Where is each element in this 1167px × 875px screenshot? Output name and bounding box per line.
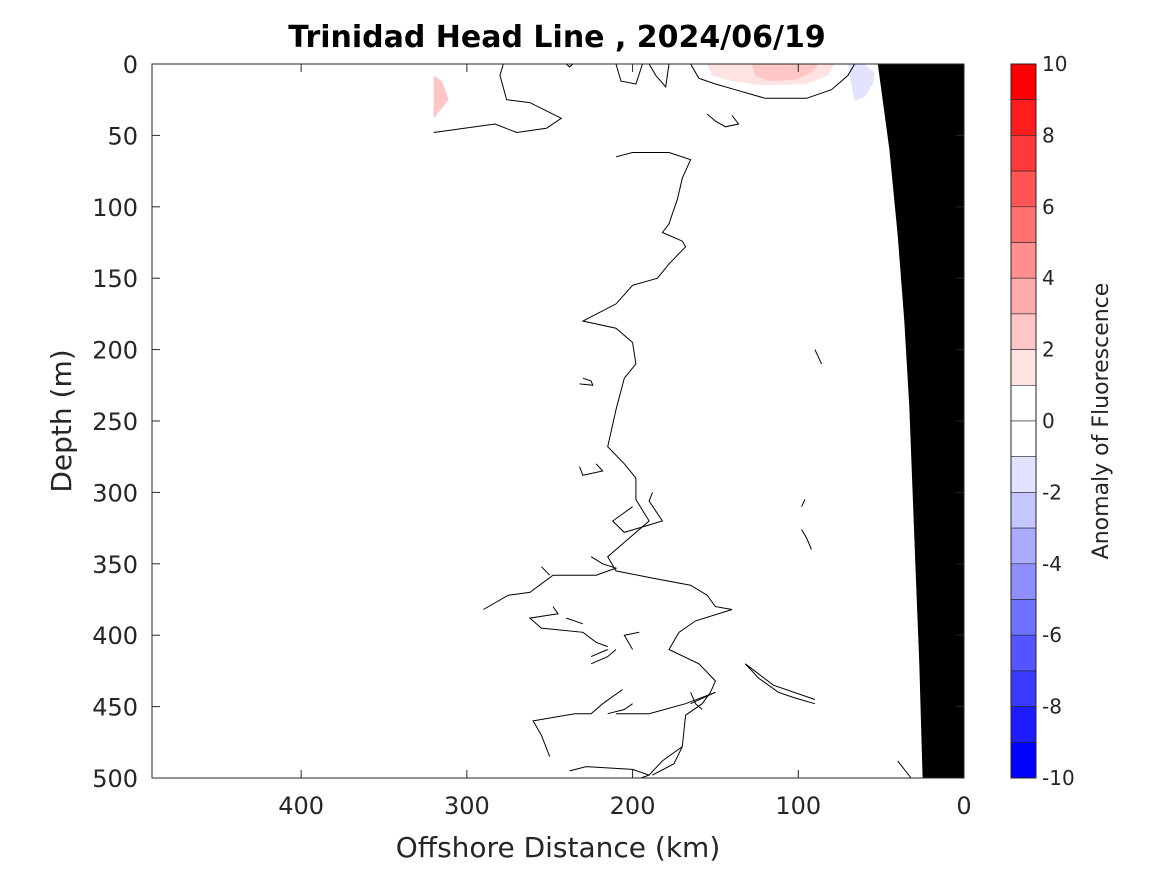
colorbar-tick-label: 6	[1042, 195, 1055, 219]
contour-line-17	[590, 649, 617, 665]
colorbar-segment-19	[1010, 741, 1037, 779]
y-tick-label: 50	[107, 122, 138, 150]
seafloor-mask	[877, 64, 964, 778]
y-tick-label: 450	[92, 694, 138, 722]
colorbar-tick-label: 4	[1042, 266, 1055, 290]
plot-area	[151, 63, 965, 779]
colorbar-segment-16	[1010, 634, 1037, 672]
y-tick-label: 500	[92, 765, 138, 793]
contour-line-1	[565, 63, 574, 68]
chart-title: Trinidad Head Line , 2024/06/19	[288, 20, 825, 55]
colorbar-tick-label: -10	[1042, 766, 1075, 790]
colorbar-segment-2	[1010, 135, 1037, 172]
y-axis-label: Depth (m)	[45, 349, 78, 492]
contour-line-35	[569, 766, 650, 776]
contour-line-3	[648, 63, 670, 88]
contour-line-31	[566, 617, 584, 625]
y-axis: 0 50 100 150 200 250 300 350 400 450 500	[92, 51, 964, 793]
x-tick-label: 200	[610, 792, 656, 820]
contour-line-16	[528, 606, 608, 648]
plot-background	[152, 64, 964, 778]
colorbar-segment-3	[1010, 170, 1037, 208]
contour-line-15	[483, 556, 618, 610]
x-tick-label: 300	[444, 792, 490, 820]
colorbar-segment-15	[1010, 599, 1037, 636]
y-tick-label: 400	[92, 622, 138, 650]
anomaly-patch-8	[848, 64, 875, 102]
contour-line-19	[607, 703, 633, 715]
colorbar-segment-4	[1010, 206, 1037, 243]
contour-line-13	[579, 377, 594, 386]
contour-line-21	[744, 663, 816, 700]
y-tick-label: 300	[92, 479, 138, 507]
colorbar: 10 8 6 4 2 0 -2 -4 -6 -8 -10	[1010, 52, 1075, 790]
colorbar-segment-9	[1010, 384, 1037, 422]
colorbar-frame	[1010, 63, 1037, 779]
contour-line-22	[590, 649, 608, 658]
colorbar-tick-label: -2	[1042, 480, 1062, 504]
colorbar-tick-label: 2	[1042, 338, 1055, 362]
contour-line-10	[581, 152, 733, 776]
y-tick-label: 200	[92, 337, 138, 365]
x-tick-label: 0	[956, 792, 971, 820]
colorbar-tick-label: -4	[1042, 552, 1062, 576]
colorbar-segment-13	[1010, 527, 1037, 565]
contour-line-12	[611, 492, 664, 533]
y-tick-label: 350	[92, 551, 138, 579]
contour-line-18	[532, 689, 623, 757]
colorbar-segment-0	[1010, 63, 1037, 101]
contour-line-4	[690, 63, 856, 99]
contour-line-0	[433, 63, 563, 134]
colorbar-segment-5	[1010, 242, 1037, 279]
colorbar-segment-18	[1010, 706, 1037, 743]
contour-line-11	[640, 746, 683, 779]
colorbar-tick-label: -6	[1042, 623, 1062, 647]
contour-line-24	[616, 691, 716, 715]
colorbar-tick-label: 10	[1042, 52, 1067, 76]
contour-line-20	[744, 663, 816, 705]
x-tick-label: 100	[775, 792, 821, 820]
contour-line-23	[690, 692, 703, 710]
y-tick-label: 250	[92, 408, 138, 436]
y-tick-label: 150	[92, 265, 138, 293]
contour-line-28	[801, 499, 806, 507]
contour-line-36	[623, 631, 640, 650]
x-axis-label: Offshore Distance (km)	[396, 831, 721, 864]
colorbar-segment-14	[1010, 563, 1037, 600]
colorbar-tick-label: 0	[1042, 409, 1055, 433]
colorbar-segment-6	[1010, 277, 1037, 315]
contour-line-2	[615, 63, 643, 85]
x-tick-label: 400	[278, 792, 324, 820]
colorbar-tick-label: 8	[1042, 123, 1055, 147]
x-axis: 400 300 200 100 0	[278, 64, 972, 820]
contour-line-30	[541, 566, 551, 576]
colorbar-label: Anomaly of Fluorescence	[1089, 283, 1114, 560]
y-tick-label: 0	[123, 51, 138, 79]
colorbar-segment-8	[1010, 349, 1037, 386]
contour-line-25	[690, 691, 716, 705]
colorbar-segment-11	[1010, 456, 1037, 493]
contour-line-14	[579, 463, 604, 476]
anomaly-patch-0	[433, 75, 449, 119]
colorbar-tick-label: -8	[1042, 695, 1062, 719]
colorbar-segment-10	[1010, 420, 1037, 458]
colorbar-segment-7	[1010, 313, 1037, 350]
contour-line-5	[706, 113, 740, 128]
contour-line-29	[801, 529, 812, 550]
anomaly-patch-2	[751, 64, 819, 82]
colorbar-segment-17	[1010, 670, 1037, 707]
contour-line-33	[897, 760, 912, 779]
y-tick-label: 100	[92, 194, 138, 222]
contour-line-27	[814, 349, 822, 365]
colorbar-segment-12	[1010, 492, 1037, 529]
colorbar-segment-1	[1010, 99, 1037, 136]
